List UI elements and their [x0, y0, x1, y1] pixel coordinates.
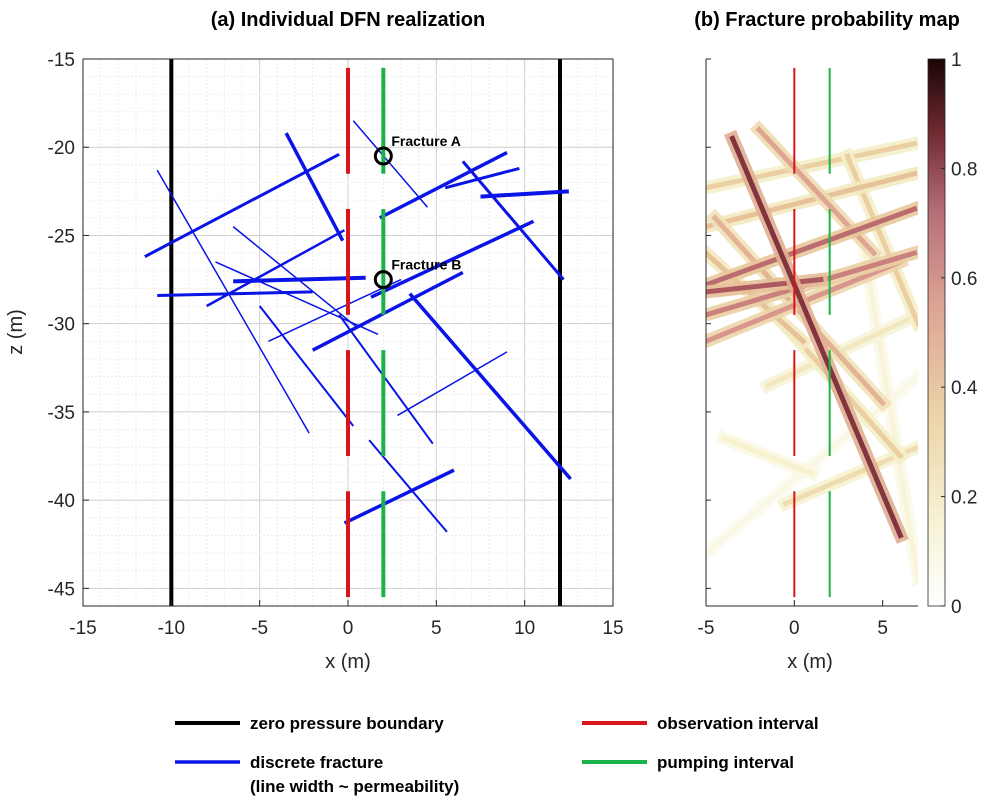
chart-a-ylabel: z (m)	[5, 309, 27, 355]
legend-observation-label: observation interval	[657, 714, 819, 733]
chart-b-title: (b) Fracture probability map	[694, 9, 960, 31]
x-tick-label: -5	[698, 618, 715, 639]
x-tick-label: -10	[158, 618, 185, 639]
fracture-line	[268, 278, 402, 343]
fracture-line	[156, 169, 310, 434]
fracture-line	[352, 120, 429, 208]
x-tick-label: 15	[602, 618, 623, 639]
axis-b: -5 0 5	[698, 58, 918, 639]
fracture-line	[408, 292, 572, 481]
probability-band-core	[706, 170, 918, 230]
probability-band-core	[706, 140, 918, 191]
fractures-a	[144, 120, 572, 533]
fracture-line	[343, 468, 455, 525]
fracture-label: Fracture B	[391, 257, 461, 273]
fracture-line	[480, 189, 569, 199]
fracture-line	[444, 166, 520, 190]
intervals-b	[793, 67, 831, 598]
colorbar	[927, 58, 946, 607]
heatmap-b	[706, 59, 918, 606]
y-tick-label: -30	[48, 315, 75, 336]
y-tick-label: -15	[48, 50, 75, 71]
x-tick-label: 0	[343, 618, 354, 639]
fracture-line	[258, 305, 355, 427]
legend-fracture-sublabel: (line width ~ permeability)	[250, 777, 459, 796]
fracture-marker	[373, 146, 393, 166]
probability-band-core	[862, 250, 918, 583]
colorbar-tick-label: 0	[951, 597, 962, 618]
probability-band-core	[729, 135, 904, 539]
fracture-line	[370, 219, 535, 299]
annotations-a: Fracture A Fracture B	[373, 133, 461, 290]
x-tick-label: 5	[877, 618, 888, 639]
intervals-a	[346, 67, 386, 598]
chart-b-xlabel: x (m)	[787, 651, 833, 673]
x-tick-label: -5	[251, 618, 268, 639]
colorbar-tick-label: 1	[951, 50, 962, 71]
probability-band-core	[706, 276, 824, 295]
colorbar-tick-label: 0.4	[951, 378, 978, 399]
x-tick-label: -15	[69, 618, 96, 639]
panel-a: Fracture A Fracture B -15 -10 -5 0 5 10 15 -15 -2…	[5, 50, 624, 673]
fracture-line	[461, 160, 565, 281]
legend-boundary-label: zero pressure boundary	[250, 714, 444, 733]
fracture-line	[144, 152, 340, 258]
fracture-marker	[373, 270, 393, 290]
fracture-line	[379, 150, 508, 220]
panel-b: -5 0 5 x (m) 0 0.2 0.4 0.6 0.8 1	[698, 50, 978, 673]
y-tick-label: -45	[48, 579, 75, 600]
fracture-line	[284, 132, 345, 242]
x-tick-label: 0	[789, 618, 800, 639]
y-tick-label: -40	[48, 491, 75, 512]
axis-a: -15 -10 -5 0 5 10 15 -15 -20 -25 -30 -35 -40 -45	[48, 50, 624, 639]
fracture-line	[397, 351, 508, 417]
fracture-label: Fracture A	[391, 133, 461, 149]
colorbar-tick-label: 0.6	[951, 269, 977, 290]
colorbar-tick-label: 0.2	[951, 488, 977, 509]
chart-a-xlabel: x (m)	[325, 651, 371, 673]
x-tick-label: 5	[431, 618, 442, 639]
legend-fracture-label: discrete fracture	[250, 753, 383, 772]
x-tick-label: 10	[514, 618, 535, 639]
fracture-line	[311, 270, 464, 352]
probability-band-core	[720, 435, 816, 477]
colorbar-ticks: 0 0.2 0.4 0.6 0.8 1	[941, 50, 978, 618]
y-tick-label: -25	[48, 226, 75, 247]
fracture-line	[338, 314, 434, 445]
legend-pumping-label: pumping interval	[657, 753, 794, 772]
y-tick-label: -35	[48, 403, 75, 424]
probability-band-core	[706, 205, 918, 288]
fracture-line	[206, 229, 346, 308]
y-tick-label: -20	[48, 138, 75, 159]
chart-a-title: (a) Individual DFN realization	[211, 9, 485, 31]
legend: zero pressure boundary discrete fracture…	[175, 714, 819, 796]
colorbar-tick-label: 0.8	[951, 159, 977, 180]
fracture-line	[157, 290, 313, 297]
boundaries-a	[169, 59, 562, 606]
